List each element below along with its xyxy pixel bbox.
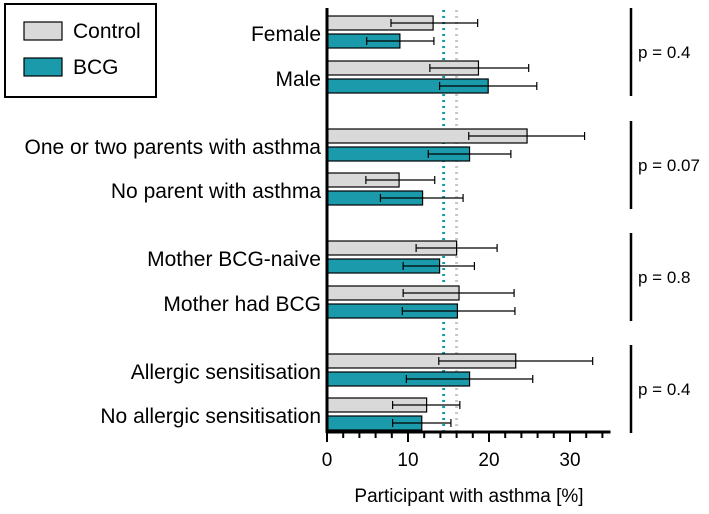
category-label-mother-had-bcg: Mother had BCG	[163, 293, 321, 316]
category-label-allergic-sensitisation: Allergic sensitisation	[131, 361, 321, 384]
category-label-one-or-two-parents-with-asthma: One or two parents with asthma	[25, 136, 322, 159]
legend-swatch-bcg	[23, 57, 63, 77]
category-label-no-parent-with-asthma: No parent with asthma	[111, 180, 321, 203]
x-tick-label-20: 20	[478, 450, 499, 471]
legend-swatch-control	[23, 21, 63, 41]
x-tick-label-10: 10	[397, 450, 418, 471]
x-axis-title: Participant with asthma [%]	[354, 486, 583, 507]
p-value-label-1: p = 0.4	[638, 43, 690, 62]
category-label-female: Female	[251, 23, 321, 46]
category-label-mother-bcg-naive: Mother BCG-naive	[147, 248, 321, 271]
legend-label-bcg: BCG	[73, 56, 119, 79]
p-value-label-4: p = 0.4	[638, 380, 690, 399]
p-value-label-3: p = 0.8	[638, 268, 690, 287]
category-label-male: Male	[275, 68, 321, 91]
legend-box	[4, 3, 157, 98]
p-value-label-2: p = 0.07	[638, 156, 700, 175]
x-tick-label-0: 0	[322, 450, 333, 471]
legend-label-control: Control	[73, 20, 141, 43]
category-label-no-allergic-sensitisation: No allergic sensitisation	[100, 405, 321, 428]
x-tick-label-30: 30	[559, 450, 580, 471]
